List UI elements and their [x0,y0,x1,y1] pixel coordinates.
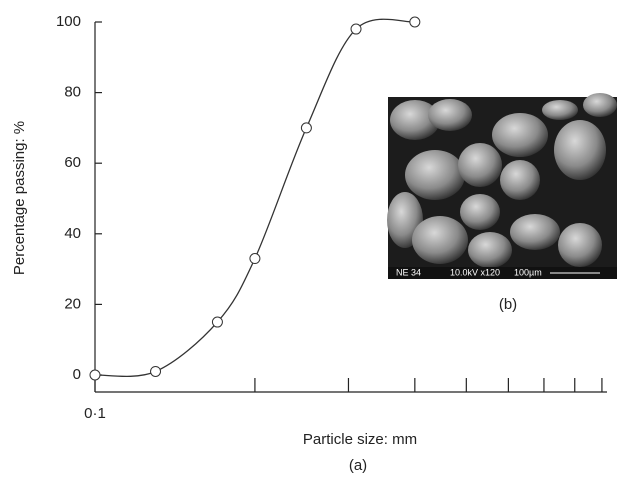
data-point [409,16,421,28]
data-point [150,365,162,377]
data-line [94,18,415,377]
y-tick-label: 80 [64,84,81,101]
data-point [211,316,223,328]
data-point [300,122,312,134]
inset-label: NE 34 [396,267,421,277]
data-point [249,253,261,265]
x-tick-label: 0·1 [84,405,106,422]
inset-label: 100µm [514,267,542,277]
y-axis-label: Percentage passing: % [11,121,28,275]
x-axis-label: Particle size: mm [303,431,417,448]
y-tick-label: 40 [64,225,81,242]
sem-image: NE 34 10.0kV x120 100µm [387,93,617,279]
y-tick-label: 0 [73,366,81,383]
y-tick-label: 60 [64,154,81,171]
caption: (a) [349,457,367,474]
inset-caption: (b) [499,296,517,313]
inset-label: 10.0kV x120 [450,267,500,277]
data-point [350,23,362,35]
y-tick-label: 100 [56,13,81,30]
data-point [89,369,101,381]
y-tick-label: 20 [64,295,81,312]
